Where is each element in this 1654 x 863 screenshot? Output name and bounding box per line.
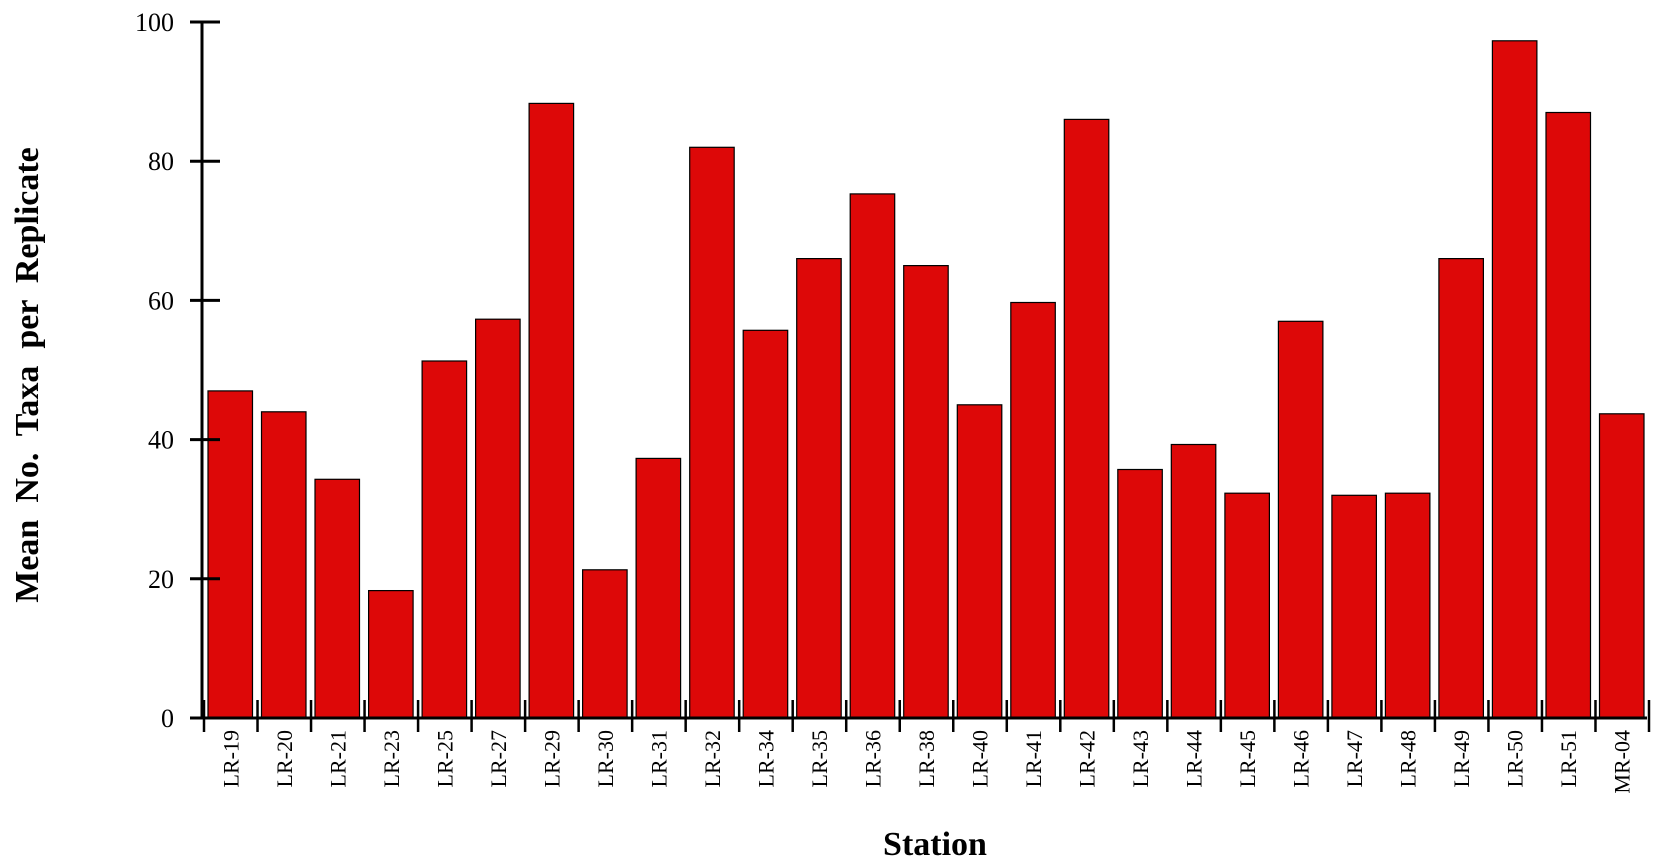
bar-LR-20 — [260, 411, 307, 719]
bar-LR-49 — [1438, 258, 1485, 719]
x-tick-label-LR-47: LR-47 — [1342, 730, 1367, 787]
x-tick-label-MR-04: MR-04 — [1610, 730, 1635, 794]
bar-LR-21 — [314, 478, 361, 719]
bar-LR-30 — [581, 569, 628, 719]
x-axis-title: Station — [883, 826, 987, 863]
x-tick-label-LR-20: LR-20 — [272, 730, 297, 787]
y-tick-label-40: 40 — [148, 426, 174, 455]
x-tick-label-LR-30: LR-30 — [593, 730, 618, 787]
bar-LR-23 — [368, 589, 414, 719]
x-tick-label-LR-25: LR-25 — [432, 730, 457, 787]
x-tick-label-LR-29: LR-29 — [539, 730, 564, 787]
y-tick-label-100: 100 — [135, 8, 174, 37]
x-tick-label-LR-32: LR-32 — [700, 730, 725, 787]
x-tick-label-LR-19: LR-19 — [218, 730, 243, 787]
bar-MR-04 — [1598, 413, 1645, 719]
x-tick-label-LR-31: LR-31 — [646, 730, 671, 787]
bar-LR-44 — [1170, 443, 1217, 719]
x-tick-label-LR-34: LR-34 — [753, 730, 778, 787]
x-tick-label-LR-46: LR-46 — [1289, 730, 1314, 787]
x-tick-label-LR-27: LR-27 — [486, 730, 511, 787]
bar-LR-51 — [1545, 111, 1592, 719]
y-tick-label-80: 80 — [148, 147, 174, 176]
x-axis: LR-19 LR-20 LR-21 LR-23 LR-25 LR-27 LR-29 LR-30… — [190, 700, 1651, 794]
bar-LR-48 — [1384, 492, 1431, 719]
x-tick-label-LR-40: LR-40 — [968, 730, 993, 787]
x-tick-label-LR-36: LR-36 — [861, 730, 886, 787]
bar-LR-45 — [1224, 492, 1271, 719]
x-tick-label-LR-45: LR-45 — [1235, 730, 1260, 787]
y-tick-label-0: 0 — [161, 704, 174, 733]
bar-LR-35 — [796, 258, 842, 719]
x-tick-label-LR-23: LR-23 — [379, 730, 404, 787]
bar-LR-46 — [1277, 320, 1324, 719]
bar-LR-25 — [421, 360, 468, 719]
bar-LR-47 — [1331, 494, 1378, 719]
x-tick-label-LR-51: LR-51 — [1556, 730, 1581, 787]
bar-LR-29 — [528, 102, 575, 719]
x-tick-label-LR-43: LR-43 — [1128, 730, 1153, 787]
x-tick-label-LR-41: LR-41 — [1021, 730, 1046, 787]
bar-LR-32 — [689, 146, 735, 719]
bar-LR-50 — [1491, 40, 1538, 719]
x-tick-label-LR-42: LR-42 — [1075, 730, 1100, 787]
y-axis-title: Mean No. Taxa per Replicate — [9, 147, 46, 603]
y-tick-label-60: 60 — [148, 286, 174, 315]
bars-group — [207, 40, 1645, 719]
bar-LR-42 — [1063, 118, 1110, 719]
bar-LR-36 — [849, 193, 896, 719]
x-tick-label-LR-35: LR-35 — [807, 730, 832, 787]
bar-LR-43 — [1117, 468, 1163, 719]
bar-LR-38 — [903, 265, 949, 719]
x-tick-label-LR-50: LR-50 — [1503, 730, 1528, 787]
bar-LR-40 — [956, 404, 1003, 719]
bar-LR-41 — [1010, 301, 1056, 719]
bar-LR-34 — [742, 329, 789, 719]
x-tick-label-LR-21: LR-21 — [325, 730, 350, 787]
x-tick-label-LR-48: LR-48 — [1396, 730, 1421, 787]
bar-LR-19 — [207, 390, 254, 719]
bar-LR-31 — [635, 457, 682, 719]
x-tick-label-LR-49: LR-49 — [1449, 730, 1474, 787]
x-tick-label-LR-44: LR-44 — [1182, 730, 1207, 787]
y-tick-label-20: 20 — [148, 565, 174, 594]
y-axis: 0 20 40 60 80 100 — [135, 8, 220, 733]
bar-LR-27 — [475, 318, 521, 719]
x-tick-label-LR-38: LR-38 — [914, 730, 939, 787]
